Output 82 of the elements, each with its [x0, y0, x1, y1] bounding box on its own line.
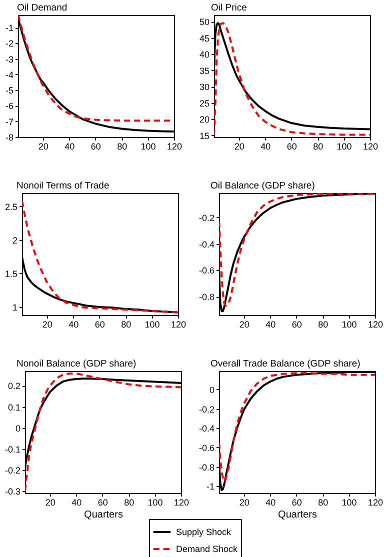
- x-tick-label: 80: [313, 142, 324, 152]
- x-tick-label: 20: [234, 142, 244, 152]
- x-tick-label: 100: [342, 320, 357, 330]
- legend-label: Supply Shock: [176, 527, 232, 537]
- y-tick-label: -7: [5, 116, 14, 127]
- y-tick-label: -0.4: [198, 239, 214, 250]
- y-tick-label: -2: [5, 38, 14, 49]
- x-tick-label: 40: [260, 142, 271, 152]
- x-tick-label: 80: [121, 320, 132, 330]
- chart-title: Oil Demand: [17, 2, 68, 14]
- x-tick-label: 20: [239, 320, 250, 330]
- x-tick-label: 60: [292, 498, 302, 508]
- x-axis-title: Quarters: [84, 510, 123, 520]
- y-tick-label: -1: [5, 23, 14, 34]
- x-tick-label: 100: [336, 142, 352, 152]
- y-tick-label: 25: [199, 98, 210, 108]
- x-tick-label: 20: [38, 142, 48, 152]
- y-tick-label: -0.4: [198, 424, 214, 434]
- y-tick-label: -0.8: [198, 292, 214, 302]
- y-tick-label: 45: [199, 33, 210, 44]
- y-tick-label: -0.8: [198, 462, 214, 472]
- y-tick-label: -6: [5, 101, 14, 112]
- y-tick-label: 50: [199, 17, 210, 28]
- x-tick-label: 60: [90, 142, 101, 152]
- y-tick-label: -4: [5, 70, 14, 80]
- legend-label: Demand Shock: [176, 544, 238, 554]
- chart-title: Overall Trade Balance (GDP share): [210, 358, 360, 370]
- x-tick-label: 120: [362, 142, 378, 152]
- y-tick-label: -1: [206, 482, 214, 492]
- y-tick-label: -0.2: [4, 465, 20, 476]
- x-axis-title: Quarters: [278, 510, 317, 520]
- chart-title: Oil Balance (GDP share): [210, 180, 315, 192]
- x-tick-label: 100: [144, 320, 160, 330]
- x-tick-label: 40: [72, 498, 82, 508]
- y-tick-label: 0: [209, 384, 214, 395]
- x-tick-label: 20: [45, 498, 56, 508]
- y-tick-label: 40: [199, 50, 210, 60]
- y-tick-label: 1.5: [4, 268, 18, 279]
- x-tick-label: 40: [266, 320, 276, 330]
- x-tick-label: 40: [68, 320, 79, 330]
- x-tick-label: 120: [368, 498, 384, 508]
- y-tick-label: 15: [199, 130, 210, 141]
- y-tick-label: 0.2: [8, 381, 20, 392]
- x-tick-label: 60: [292, 320, 302, 330]
- x-tick-label: 20: [239, 498, 250, 508]
- chart-title: Nonoil Balance (GDP share): [16, 358, 136, 370]
- y-tick-label: 20: [199, 114, 210, 125]
- y-tick-label: -0.6: [198, 442, 214, 453]
- y-tick-label: -0.2: [198, 212, 214, 223]
- y-tick-label: -0.1: [4, 444, 20, 454]
- y-tick-label: -3: [5, 54, 14, 64]
- x-tick-label: 120: [166, 142, 182, 152]
- x-tick-label: 80: [318, 320, 328, 330]
- y-tick-label: -5: [5, 86, 14, 96]
- x-tick-label: 120: [174, 498, 190, 508]
- y-tick-label: 30: [199, 82, 210, 92]
- x-tick-label: 80: [117, 142, 128, 152]
- x-tick-label: 100: [140, 142, 156, 152]
- x-tick-label: 80: [124, 498, 134, 508]
- x-tick-label: 60: [94, 320, 105, 330]
- chart-title: Nonoil Terms of Trade: [16, 180, 110, 192]
- x-tick-label: 100: [342, 498, 357, 508]
- y-tick-label: 1: [12, 302, 18, 312]
- x-tick-label: 40: [266, 498, 276, 508]
- y-tick-label: -8: [5, 132, 14, 142]
- y-tick-label: 0.1: [8, 402, 20, 412]
- y-tick-label: 35: [199, 66, 210, 76]
- x-tick-label: 120: [170, 320, 186, 330]
- x-tick-label: 120: [368, 320, 384, 330]
- y-tick-label: 2.5: [4, 202, 18, 212]
- x-tick-label: 60: [286, 142, 297, 152]
- y-tick-label: -0.2: [198, 404, 214, 414]
- y-tick-label: 2: [12, 235, 18, 246]
- x-tick-label: 40: [64, 142, 75, 152]
- y-tick-label: -0.6: [198, 266, 214, 276]
- chart-title: Oil Price: [210, 2, 247, 14]
- y-tick-label: -0.3: [4, 486, 20, 496]
- x-tick-label: 60: [98, 498, 108, 508]
- y-tick-label: 0: [15, 423, 20, 434]
- x-tick-label: 80: [318, 498, 328, 508]
- x-tick-label: 100: [148, 498, 163, 508]
- x-tick-label: 20: [42, 320, 52, 330]
